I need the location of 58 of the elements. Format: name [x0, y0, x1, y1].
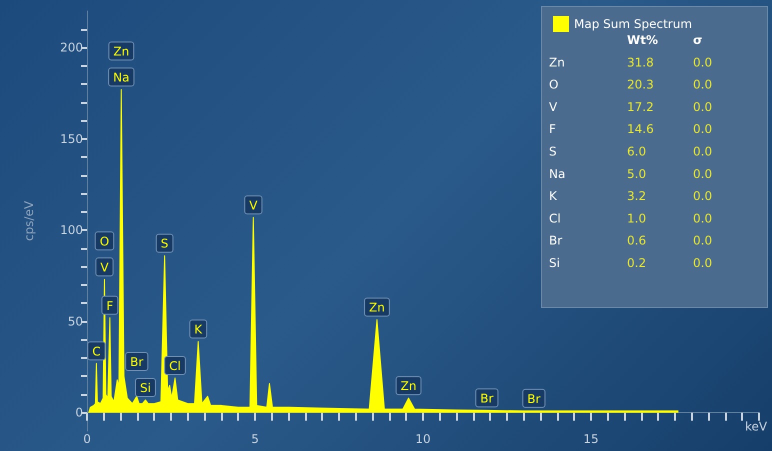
annotation: 0.0 [693, 189, 712, 204]
annotation: V [100, 260, 110, 274]
annotation: 0.2 [627, 256, 646, 270]
annotation: Cl [549, 211, 561, 226]
annotation: K [194, 322, 204, 337]
annotation: O [100, 234, 110, 248]
x-axis-title: keV [745, 420, 768, 434]
annotation: Si [140, 380, 151, 395]
annotation: Br [527, 392, 541, 406]
annotation: Zn [549, 55, 565, 70]
annotation: 3.2 [627, 189, 646, 204]
annotation: 0.0 [693, 211, 712, 226]
y-tick-label: 150 [60, 132, 83, 146]
y-tick-label: 100 [60, 223, 83, 238]
legend-label: Map Sum Spectrum [574, 17, 692, 31]
annotation: Br [549, 234, 562, 248]
annotation: 1.0 [627, 211, 646, 226]
annotation: 0.0 [693, 55, 712, 70]
annotation: σ [693, 33, 702, 47]
annotation: 6.0 [627, 144, 646, 158]
y-tick-label: 200 [60, 40, 83, 55]
annotation: O [549, 78, 558, 92]
annotation: 5.0 [627, 166, 646, 181]
annotation: 17.2 [627, 100, 654, 114]
x-tick-label: 15 [583, 432, 599, 446]
annotation: S [160, 236, 168, 251]
annotation: 0.6 [627, 234, 646, 248]
annotation: Br [130, 354, 144, 369]
annotation: Zn [400, 379, 416, 394]
annotation: V [549, 100, 558, 114]
annotation: Cl [169, 359, 181, 374]
annotation: Si [549, 256, 560, 270]
x-tick-label: 5 [251, 432, 259, 446]
annotation: 31.8 [627, 55, 654, 70]
annotation: 0.0 [693, 144, 712, 158]
annotation: 0.0 [693, 78, 712, 92]
annotation: F [106, 298, 114, 313]
annotation: Na [549, 166, 566, 181]
annotation: 14.6 [627, 122, 654, 136]
x-tick-label: 10 [415, 432, 431, 446]
annotation: 0.0 [693, 100, 712, 114]
annotation: Wt% [627, 33, 658, 47]
y-axis-title: cps/eV [22, 200, 36, 242]
annotation: Na [113, 70, 130, 85]
annotation: Zn [369, 300, 385, 315]
annotation: F [549, 122, 556, 136]
annotation: K [549, 189, 558, 204]
annotation: 20.3 [627, 78, 654, 92]
annotation: 0.0 [693, 122, 712, 136]
annotation: C [92, 344, 101, 358]
y-tick-label: 50 [68, 314, 83, 328]
annotation: 0.0 [693, 256, 712, 270]
annotation: S [549, 144, 557, 158]
annotation: Br [480, 391, 494, 406]
annotation: 0.0 [693, 234, 712, 248]
annotation: Zn [113, 44, 130, 59]
annotation: 0.0 [693, 166, 712, 181]
annotation: V [249, 198, 258, 212]
